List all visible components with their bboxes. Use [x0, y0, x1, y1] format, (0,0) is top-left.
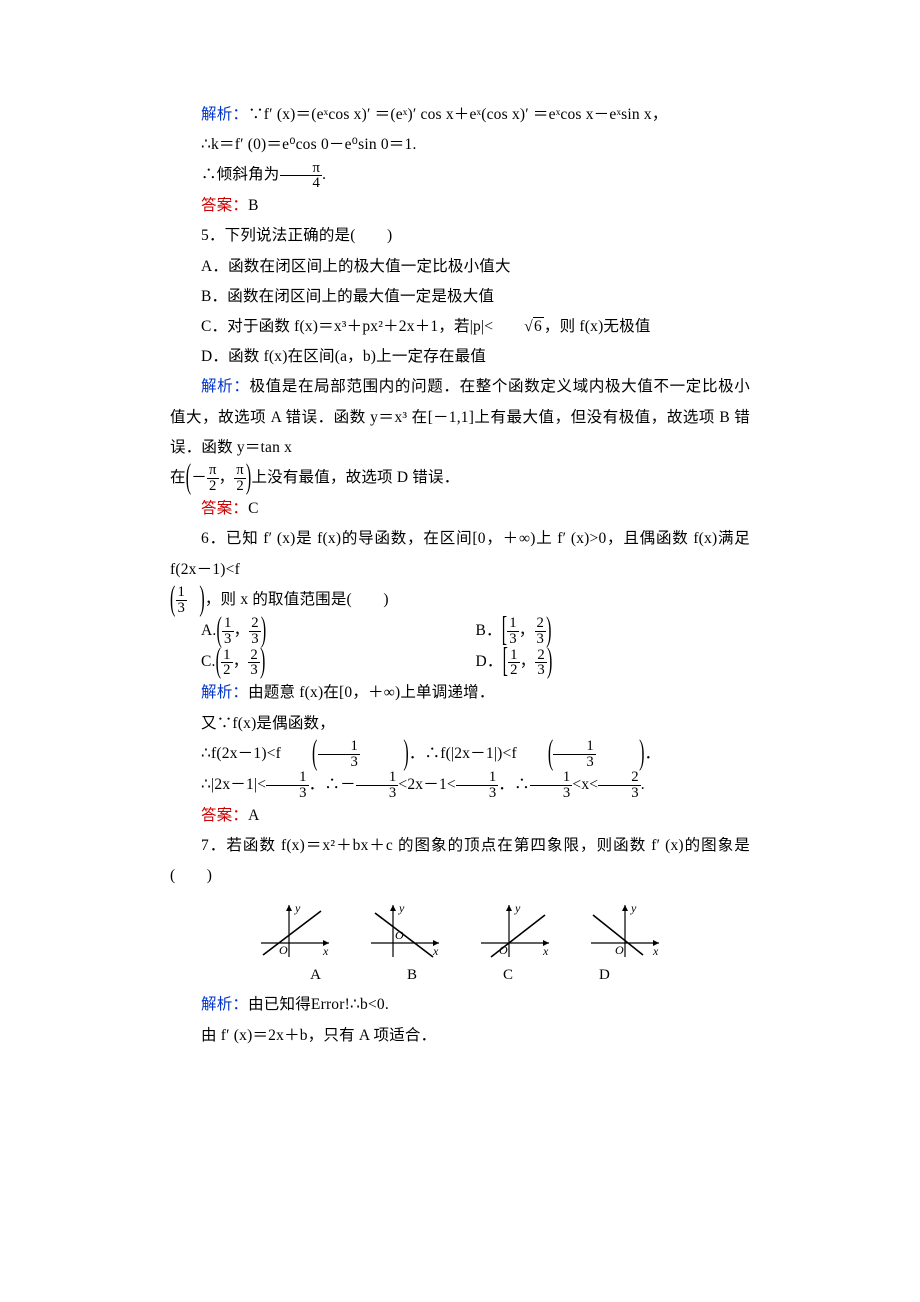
q4-line2: ∴k＝f′ (0)＝e⁰cos 0－e⁰sin 0＝1.: [170, 130, 750, 160]
q7-stem: 7．若函数 f(x)＝x²＋bx＋c 的图象的顶点在第四象限，则函数 f′ (x…: [170, 831, 750, 891]
answer-label: 答案：: [201, 807, 248, 824]
frac-pi2a: π2: [207, 463, 219, 493]
sqrt-6: 6: [493, 312, 544, 342]
q4-frac: π4: [280, 161, 323, 191]
svg-text:y: y: [398, 901, 405, 915]
q6-stem-l2: (13 )，则 x 的取值范围是( ): [170, 585, 750, 616]
q6-choice-b: B．[13，23): [476, 616, 751, 647]
svg-text:x: x: [432, 944, 439, 958]
choice-d-label: D．: [476, 653, 503, 670]
q7-analysis2: 由 f′ (x)＝2x＋b，只有 A 项适合．: [170, 1021, 750, 1051]
q7-graphs: y x O y x O y x O: [170, 899, 750, 963]
frac-1-3: 13: [176, 585, 188, 615]
svg-text:y: y: [514, 901, 521, 915]
q4-analysis-text: ∵f′ (x)＝(eˣcos x)′ ＝(eˣ)′ cos x＋eˣ(cos x…: [248, 106, 667, 123]
q6-choice-a: A.(13，23): [201, 616, 476, 647]
q5-analysis-p2: 在(－π2，π2)上没有最值，故选项 D 错误．: [170, 463, 750, 494]
q4-line3-prefix: ∴倾斜角为: [201, 166, 280, 183]
q6-analysis-l3: ∴f(2x－1)<f(13 )．∴f(|2x－1|)<f(13 )．: [170, 739, 750, 770]
q4-analysis-line1: 解析：∵f′ (x)＝(eˣcos x)′ ＝(eˣ)′ cos x＋eˣ(co…: [170, 100, 750, 130]
analysis-label: 解析：: [201, 684, 248, 701]
q6-l3-end: ．: [645, 745, 661, 762]
q7-graph-c: y x O: [475, 899, 555, 963]
q5-p2-prefix: 在: [170, 469, 186, 486]
page: 解析：∵f′ (x)＝(eˣcos x)′ ＝(eˣ)′ cos x＋eˣ(co…: [0, 0, 920, 1302]
q6-ana-t1: 由题意 f(x)在[0，＋∞)上单调递增．: [248, 684, 494, 701]
q5-choice-d: D．函数 f(x)在区间(a，b)上一定存在最值: [170, 342, 750, 372]
q4-line3: ∴倾斜角为π4.: [170, 160, 750, 191]
q5-choice-a: A．函数在闭区间上的极大值一定比极小值大: [170, 252, 750, 282]
q5-choice-b: B．函数在闭区间上的最大值一定是极大值: [170, 282, 750, 312]
q6-choices-row2: C.(12，23) D．[12，23): [170, 647, 750, 678]
q6-analysis-l2: 又∵f(x)是偶函数，: [170, 709, 750, 739]
q5-choice-c: C．对于函数 f(x)＝x³＋px²＋2x＋1，若|p|<6，则 f(x)无极值: [170, 312, 750, 342]
q6-stem-suffix: ，则 x 的取值范围是( ): [205, 591, 389, 608]
q5-analysis-text1: 极值是在局部范围内的问题．在整个函数定义域内极大值不一定比极小值大，故选项 A …: [170, 378, 750, 455]
frac-pi2b: π2: [234, 463, 246, 493]
q5-stem: 5．下列说法正确的是( ): [170, 221, 750, 251]
svg-text:O: O: [279, 943, 288, 957]
svg-text:y: y: [294, 901, 301, 915]
close-paren: ): [246, 443, 252, 512]
q4-answer-value: B: [248, 197, 259, 214]
q5-c-suffix: ，则 f(x)无极值: [544, 318, 651, 335]
label-b: B: [407, 967, 417, 984]
q7-graph-b: y x O: [365, 899, 445, 963]
svg-text:x: x: [322, 944, 329, 958]
q6-choice-d: D．[12，23): [476, 647, 751, 678]
q7-analysis: 解析：由已知得Error!∴b<0.: [170, 990, 750, 1020]
q6-analysis-l1: 解析：由题意 f(x)在[0，＋∞)上单调递增．: [170, 678, 750, 708]
q5-c-prefix: C．对于函数 f(x)＝x³＋px²＋2x＋1，若|p|<: [201, 318, 493, 335]
svg-text:O: O: [615, 943, 624, 957]
close-paren: ): [199, 565, 205, 634]
analysis-label: 解析：: [201, 378, 249, 395]
q7-analysis-text: 由已知得Error!∴b<0.: [248, 996, 389, 1013]
q6-l3-mid: ．∴f(|2x－1|)<f: [409, 745, 517, 762]
q6-l3-p1: ∴f(2x－1)<f: [201, 745, 281, 762]
answer-label: 答案：: [201, 500, 248, 517]
label-c: C: [503, 967, 513, 984]
choice-c-label: C.: [201, 653, 216, 670]
neg-sign: －: [191, 469, 207, 486]
q6-choices-row1: A.(13，23) B．[13，23): [170, 616, 750, 647]
q6-choice-c: C.(12，23): [201, 647, 476, 678]
analysis-label: 解析：: [201, 106, 248, 123]
q6-answer-value: A: [248, 807, 259, 824]
q5-analysis-p1: 解析：极值是在局部范围内的问题．在整个函数定义域内极大值不一定比极小值大，故选项…: [170, 372, 750, 463]
q6-stem-l1: 6．已知 f′ (x)是 f(x)的导函数，在区间[0，＋∞)上 f′ (x)>…: [170, 524, 750, 584]
svg-text:x: x: [542, 944, 549, 958]
q7-graph-labels: A B C D: [170, 967, 750, 984]
q6-answer: 答案：A: [170, 801, 750, 831]
svg-text:y: y: [630, 901, 637, 915]
open-paren: (: [186, 443, 192, 512]
svg-text:x: x: [652, 944, 659, 958]
q4-answer: 答案：B: [170, 191, 750, 221]
q5-p2-suffix: 上没有最值，故选项 D 错误．: [251, 469, 459, 486]
q7-graph-a: y x O: [255, 899, 335, 963]
label-d: D: [599, 967, 610, 984]
analysis-label: 解析：: [201, 996, 248, 1013]
q5-answer: 答案：C: [170, 494, 750, 524]
q7-graph-d: y x O: [585, 899, 665, 963]
open-paren: (: [170, 565, 176, 634]
answer-label: 答案：: [201, 197, 248, 214]
choice-b-label: B．: [476, 622, 502, 639]
q6-analysis-l4: ∴|2x－1|<13．∴－13<2x－1<13．∴13<x<23.: [170, 770, 750, 801]
label-a: A: [310, 967, 321, 984]
